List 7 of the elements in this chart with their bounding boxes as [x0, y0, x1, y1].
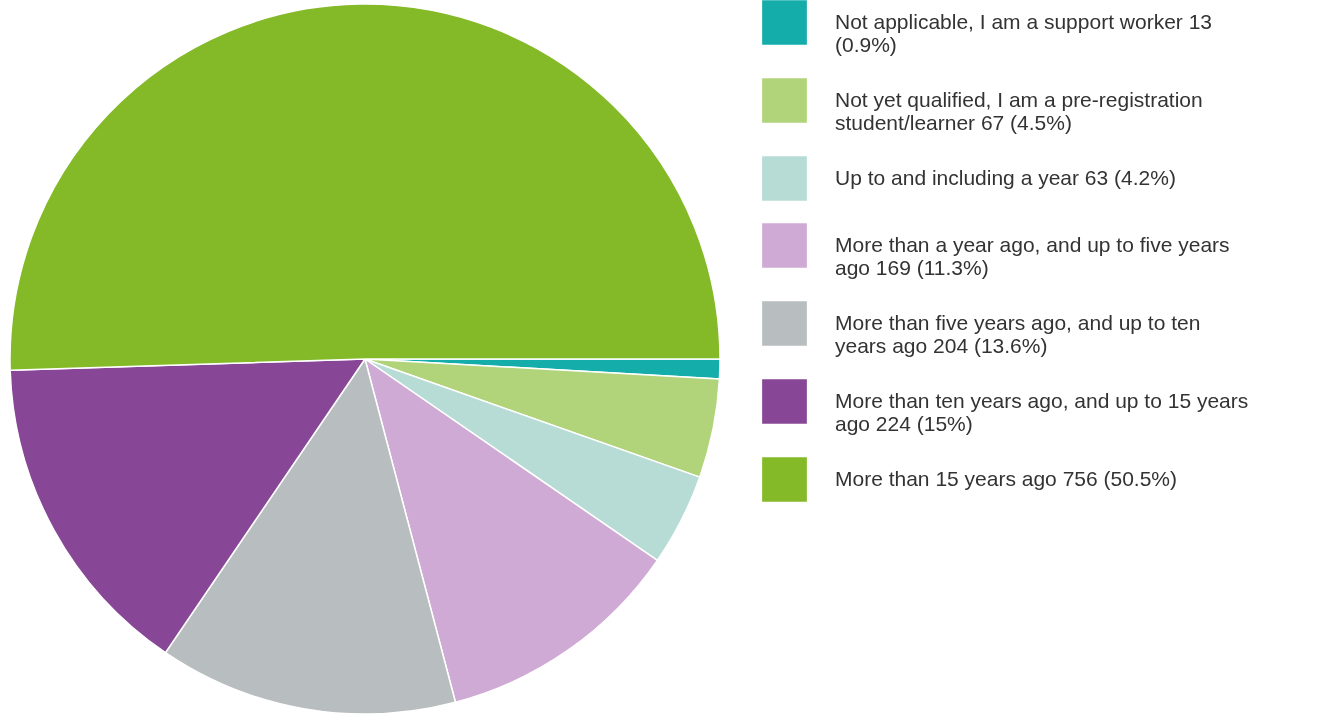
legend-label: More than 15 years ago 756 (50.5%)	[835, 466, 1178, 490]
legend-label: More than a year ago, and up to five years ago 169 (11.3%)	[835, 232, 1230, 279]
legend-label: More than ten years ago, and up to 15 years ago 224 (15%)	[835, 388, 1249, 435]
legend-label: Up to and including a year 63 (4.2%)	[835, 165, 1176, 189]
legend-label: Not yet qualified, I am a pre-registration student/learner 67 (4.5%)	[835, 87, 1203, 134]
legend-label: Not applicable, I am a support worker 13 (0.9%)	[835, 9, 1213, 56]
legend-label: More than five years ago, and up to ten years ago 204 (13.6%)	[835, 310, 1201, 357]
